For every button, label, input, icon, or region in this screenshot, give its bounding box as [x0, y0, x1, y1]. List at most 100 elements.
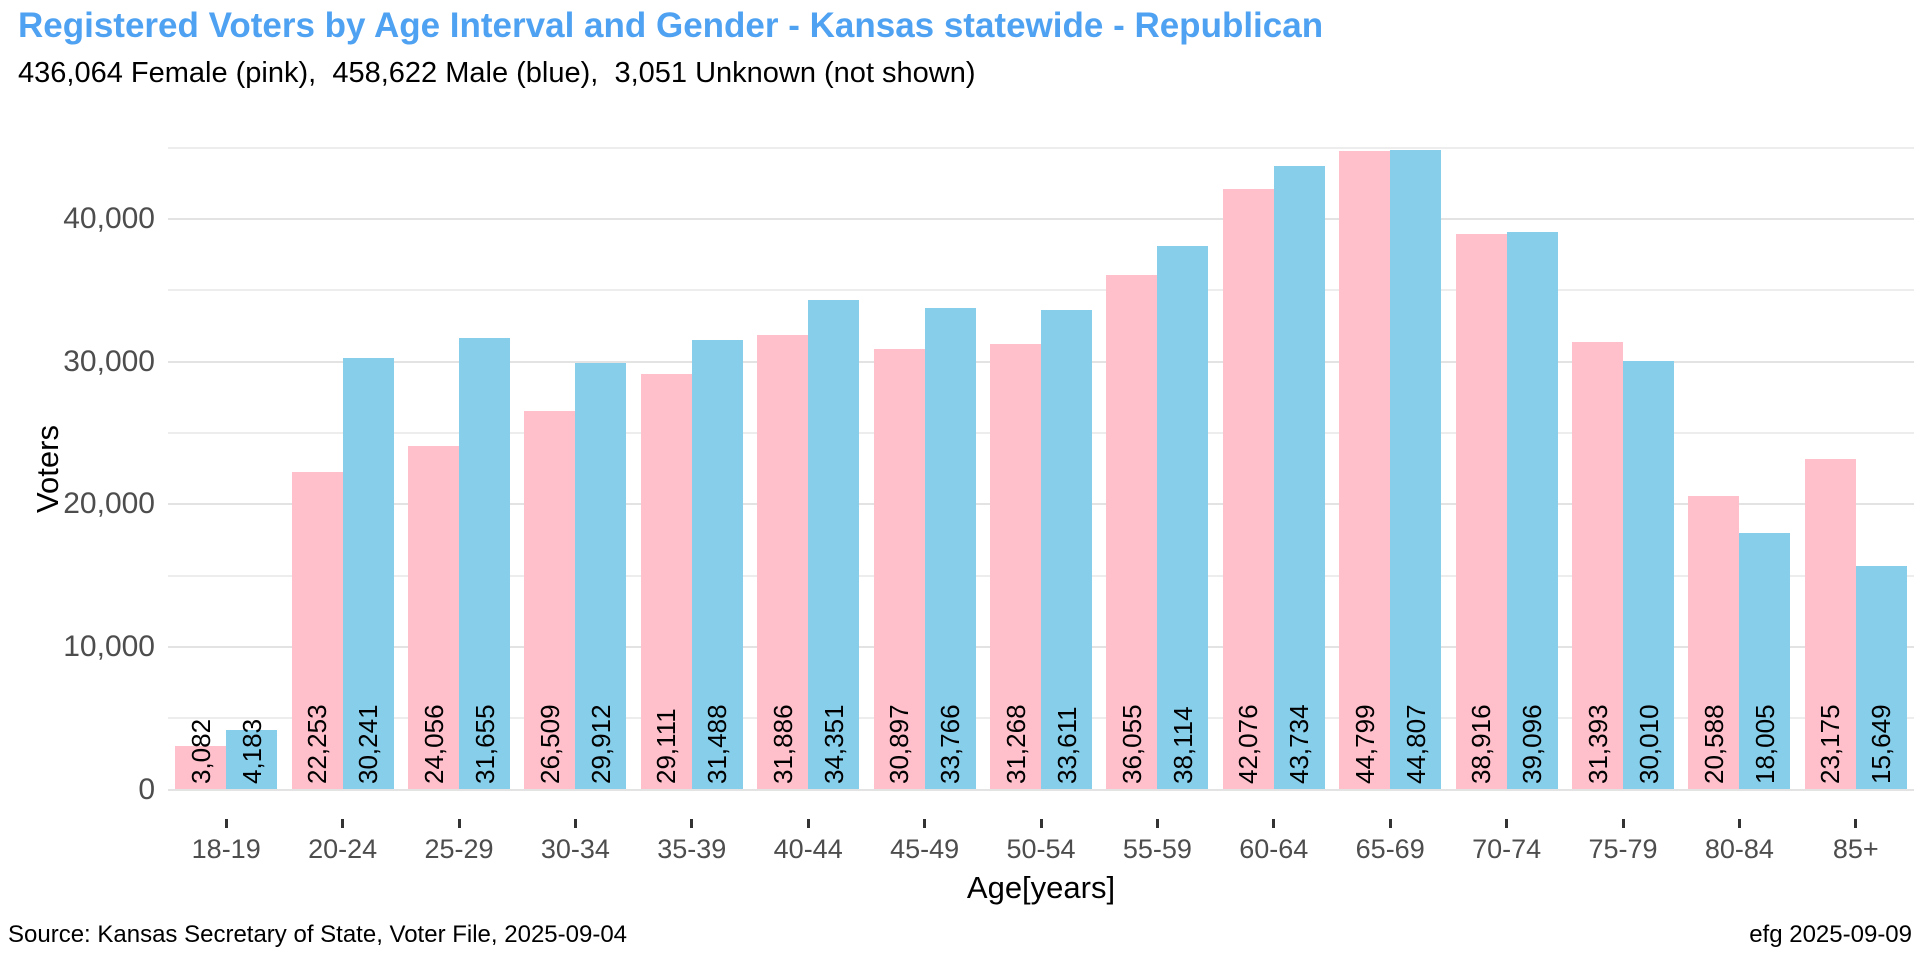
bar-male — [924, 307, 976, 790]
bar-value-label: 31,655 — [469, 703, 500, 784]
bar-female — [1688, 495, 1740, 790]
x-tick-label: 65-69 — [1355, 834, 1425, 864]
bar-female — [1106, 275, 1158, 790]
x-tick-mark — [341, 819, 345, 828]
x-tick-mark — [1039, 819, 1043, 828]
bar-value-label: 18,005 — [1749, 703, 1780, 784]
bar-value-label: 38,114 — [1167, 705, 1198, 784]
minor-gridline — [168, 289, 1914, 292]
bar-male — [342, 358, 394, 790]
bar-value-label: 30,241 — [353, 703, 384, 784]
credit-note: efg 2025-09-09 — [1749, 921, 1912, 948]
bar-value-label: 30,897 — [884, 703, 915, 784]
bar-female — [1572, 341, 1623, 790]
x-tick-label: 50-54 — [1006, 834, 1076, 864]
x-tick-mark — [1272, 819, 1276, 828]
bar-value-label: 33,611 — [1051, 705, 1082, 784]
bar-value-label: 36,055 — [1116, 703, 1147, 784]
bar-value-label: 22,253 — [302, 703, 333, 784]
bar-value-label: 31,393 — [1582, 703, 1613, 784]
x-tick-mark — [573, 819, 577, 828]
plot-panel: 3,082 4,183 22,253 30,241 24,056 31,655 26,509… — [168, 119, 1914, 819]
y-tick-label: 10,000 — [63, 629, 155, 663]
bar-value-label: 44,799 — [1349, 703, 1380, 784]
x-tick-mark — [1388, 819, 1392, 828]
x-tick-mark — [224, 819, 228, 828]
bar-value-label: 23,175 — [1815, 703, 1846, 784]
bar-value-label: 44,807 — [1400, 703, 1431, 784]
x-tick-mark — [457, 819, 461, 828]
x-tick-mark — [1737, 819, 1741, 828]
bar-value-label: 39,096 — [1517, 703, 1548, 784]
bar-value-label: 4,183 — [236, 718, 267, 784]
y-tick-label: 40,000 — [63, 201, 155, 235]
x-tick-label: 45-49 — [890, 834, 960, 864]
bar-value-label: 3,082 — [185, 718, 216, 784]
bar-female — [1339, 150, 1391, 790]
bar-value-label: 29,111 — [651, 707, 682, 784]
bar-female — [1222, 189, 1274, 790]
bar-value-label: 30,010 — [1633, 703, 1664, 784]
x-tick-label: 70-74 — [1472, 834, 1542, 864]
bar-male — [1273, 165, 1325, 790]
bar-male — [459, 337, 510, 790]
x-tick-label: 30-34 — [540, 834, 610, 864]
x-tick-label: 75-79 — [1588, 834, 1658, 864]
bar-male — [1739, 532, 1791, 790]
x-tick-label: 55-59 — [1122, 834, 1192, 864]
bar-value-label: 33,766 — [935, 703, 966, 784]
bar-male — [808, 299, 860, 790]
y-tick-label: 20,000 — [63, 487, 155, 521]
bar-value-label: 26,509 — [534, 703, 565, 784]
minor-gridline — [168, 146, 1914, 149]
x-tick-label: 35-39 — [657, 834, 727, 864]
x-tick-label: 60-64 — [1239, 834, 1309, 864]
bar-value-label: 31,488 — [702, 703, 733, 784]
x-tick-label: 18-19 — [191, 834, 261, 864]
y-tick-label: 0 — [138, 772, 155, 806]
bar-female — [640, 374, 692, 790]
x-tick-label: 40-44 — [773, 834, 843, 864]
bar-value-label: 31,886 — [767, 703, 798, 784]
x-tick-label: 85+ — [1832, 834, 1879, 864]
x-tick-label: 25-29 — [424, 834, 494, 864]
x-tick-mark — [690, 819, 694, 828]
x-tick-mark — [923, 819, 927, 828]
bar-value-label: 31,268 — [1000, 703, 1031, 784]
source-note: Source: Kansas Secretary of State, Voter… — [8, 921, 628, 948]
x-tick-mark — [1505, 819, 1509, 828]
x-tick-label: 80-84 — [1704, 834, 1774, 864]
x-tick-mark — [1621, 819, 1625, 828]
chart-subtitle: 436,064 Female (pink), 458,622 Male (blu… — [18, 57, 976, 89]
bar-female — [757, 334, 809, 790]
major-gridline — [168, 217, 1914, 220]
bar-male — [1506, 231, 1558, 790]
x-tick-label: 20-24 — [308, 834, 378, 864]
x-tick-mark — [806, 819, 810, 828]
bar-value-label: 42,076 — [1233, 703, 1264, 784]
bar-female — [990, 343, 1041, 790]
bar-value-label: 43,734 — [1284, 703, 1315, 784]
bar-female — [524, 411, 576, 790]
y-tick-label: 30,000 — [63, 344, 155, 378]
bar-female — [1455, 234, 1507, 790]
bar-value-label: 34,351 — [818, 703, 849, 784]
bar-male — [691, 340, 743, 790]
bar-male — [1157, 245, 1209, 790]
bar-value-label: 38,916 — [1466, 703, 1497, 784]
major-gridline — [168, 788, 1914, 791]
bar-male — [1390, 150, 1442, 790]
bar-female — [291, 472, 343, 790]
x-tick-mark — [1854, 819, 1858, 828]
bar-male — [1041, 310, 1092, 790]
bar-male — [1623, 361, 1674, 790]
bar-male — [226, 729, 278, 790]
bar-value-label: 24,056 — [418, 703, 449, 784]
bar-female — [873, 348, 925, 790]
bar-value-label: 29,912 — [585, 703, 616, 784]
bar-female — [1804, 458, 1856, 790]
x-tick-mark — [1155, 819, 1159, 828]
chart-title: Registered Voters by Age Interval and Ge… — [18, 6, 1324, 45]
bar-female — [408, 446, 459, 790]
